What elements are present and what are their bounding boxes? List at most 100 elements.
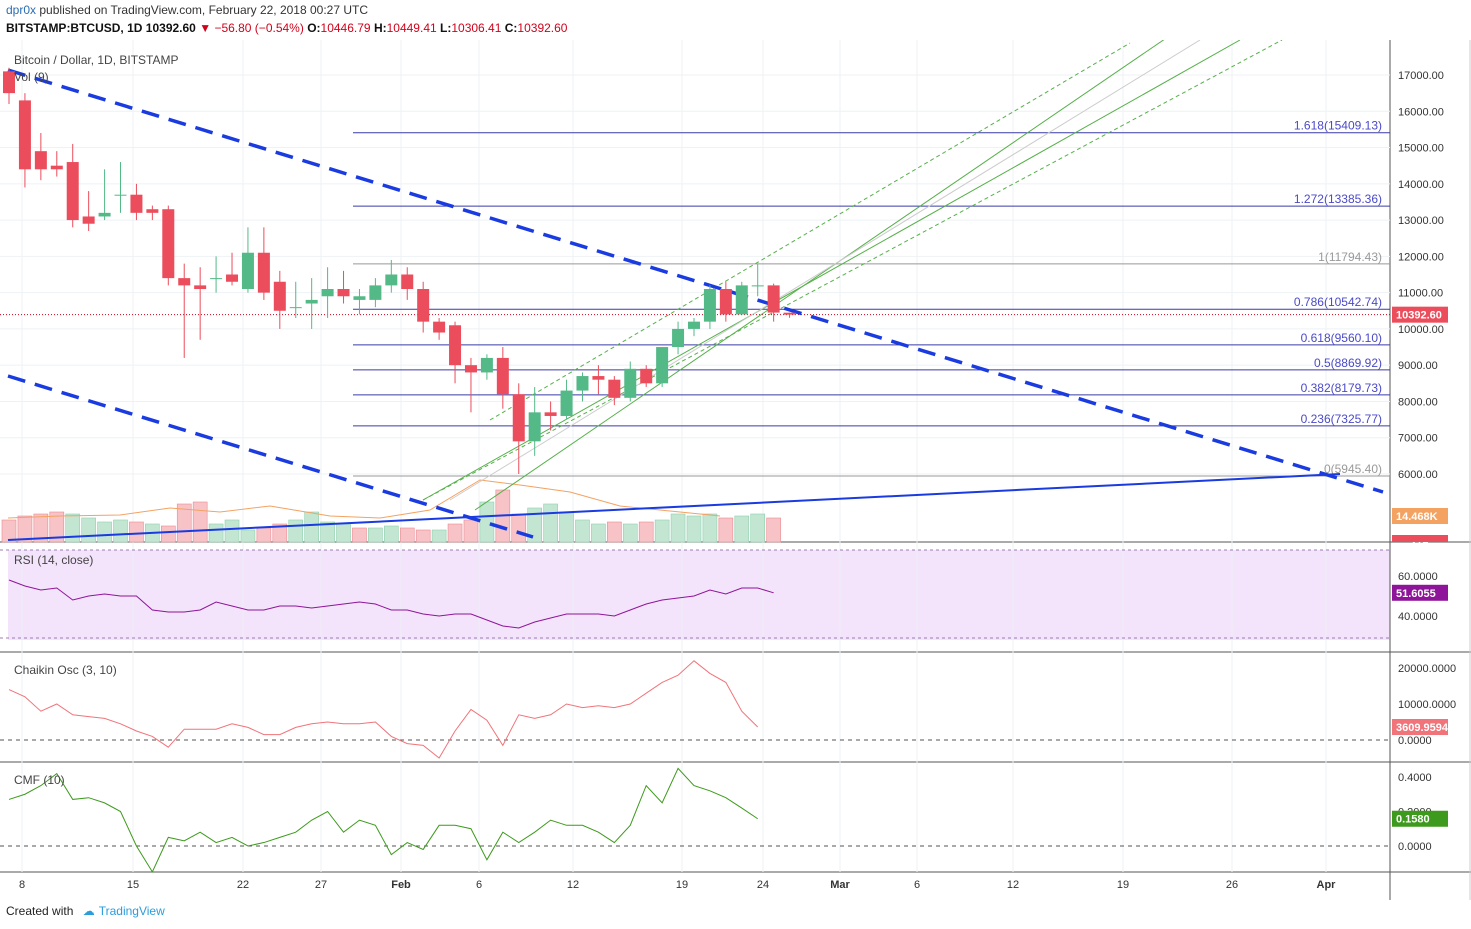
candle-body	[719, 289, 732, 315]
tradingview-link[interactable]: TradingView	[98, 904, 165, 918]
candle-body	[34, 151, 47, 170]
candlesticks	[3, 67, 796, 474]
volume-bar	[176, 503, 192, 543]
candle-body	[289, 307, 302, 309]
price-tick-label: 14000.00	[1398, 179, 1444, 191]
down-arrow-icon: ▼	[199, 21, 212, 35]
volume-bar	[65, 513, 81, 543]
candle-body	[656, 347, 669, 384]
author-link[interactable]: dpr0x	[6, 3, 37, 17]
date-tick-label: Feb	[391, 879, 411, 891]
price-tick-label: 10000.00	[1398, 324, 1444, 336]
close-label: C:	[504, 21, 518, 35]
candle-body	[178, 278, 191, 286]
candle-body	[305, 299, 318, 304]
rsi-tag-bg	[1392, 584, 1448, 601]
price-change: −56.80 (−0.54%)	[214, 21, 304, 35]
volume-bar	[192, 501, 208, 543]
volume-label: Vol (9)	[14, 70, 49, 84]
last-price: 10392.60	[145, 21, 196, 35]
volume-bar	[463, 519, 479, 543]
rsi-line	[8, 579, 774, 629]
fib-label: 0(5945.40)	[1324, 462, 1382, 476]
date-tick-label: 12	[1007, 879, 1019, 891]
low-value: 10306.41	[451, 21, 502, 35]
candle-body	[783, 312, 796, 315]
channel-median	[449, 40, 1201, 501]
volume-bar	[256, 527, 272, 543]
volume-bar	[718, 517, 734, 543]
volume-bar	[670, 513, 686, 543]
volume-bar	[304, 511, 319, 543]
volume-tag-2-bg	[1392, 535, 1448, 542]
fib-label: 0.236(7325.77)	[1301, 412, 1382, 426]
fib-retracement[interactable]: 1.618(15409.13) 1.272(13385.36) 1(11794.43…	[0, 119, 1390, 477]
candle-body	[241, 252, 254, 290]
volume-bar	[129, 521, 144, 543]
date-tick-label: 15	[127, 879, 139, 891]
rsi-tag: 51.6055	[1396, 588, 1436, 600]
volume-bar	[638, 521, 654, 543]
price-tick-label: 6000.00	[1398, 469, 1438, 481]
date-tick-label: 19	[1117, 879, 1129, 891]
cmf-line	[8, 767, 758, 873]
indicator-panes	[0, 549, 1390, 873]
candle-body	[162, 209, 175, 279]
volume-bar	[575, 519, 590, 543]
chart-area[interactable]: 1.618(15409.13) 1.272(13385.36) 1(11794.43…	[0, 40, 1471, 900]
volume-bar	[97, 521, 112, 543]
downtrend-line	[7, 68, 1384, 494]
tradingview-logo-icon[interactable]: ☁	[82, 904, 95, 918]
candle-body	[18, 100, 31, 170]
candle-body	[703, 289, 716, 322]
price-tick-label: 11000.00	[1398, 288, 1443, 300]
volume-bar	[161, 525, 176, 543]
pitchfork-channel[interactable]	[422, 40, 1283, 511]
rsi-band	[8, 550, 1390, 640]
volume-bar	[559, 511, 574, 543]
volume-bar	[511, 513, 527, 543]
volume-bar	[543, 503, 558, 543]
volume-bar	[240, 529, 256, 543]
candle-body	[50, 165, 63, 170]
candle-body	[3, 71, 15, 94]
volume-tag-bg	[1392, 508, 1448, 524]
volume-ma-line	[7, 479, 721, 519]
candle-body	[226, 274, 239, 282]
candle-body	[624, 368, 637, 398]
date-tick-label: 12	[567, 879, 579, 891]
volume-bar	[320, 521, 335, 543]
volume-bar	[527, 507, 542, 543]
candle-body	[528, 412, 541, 442]
candle-body	[66, 162, 79, 221]
price-tick-label: 9000.00	[1398, 360, 1438, 372]
volume-bar	[368, 527, 383, 543]
price-tag-bg	[1392, 306, 1448, 323]
date-tick-label: 8	[19, 879, 25, 891]
candle-body	[98, 212, 111, 217]
candle-body	[385, 274, 398, 286]
uptrend-line	[7, 473, 1341, 541]
candle-body	[672, 328, 685, 348]
date-tick-label: 22	[237, 879, 249, 891]
price-tick-label: 13000.00	[1398, 215, 1444, 227]
fib-label: 1.618(15409.13)	[1294, 119, 1382, 133]
candle-body	[273, 281, 286, 311]
volume-bar	[352, 527, 367, 543]
open-label: O:	[307, 21, 321, 35]
chaikin-tag: 3609.9594	[1396, 722, 1449, 734]
candle-body	[576, 376, 589, 391]
price-tick-label: 8000.00	[1398, 396, 1438, 408]
channel-line	[422, 40, 1241, 501]
candle-body	[321, 289, 334, 297]
candle-body	[767, 285, 780, 313]
cmf-tag: 0.1580	[1396, 814, 1430, 826]
volume-bar	[49, 511, 65, 543]
volume-bar	[591, 523, 606, 543]
fib-label: 0.382(8179.73)	[1301, 381, 1382, 395]
close-value: 10392.60	[517, 21, 568, 35]
trend-lines[interactable]	[7, 68, 1384, 541]
fib-label: 0.618(9560.10)	[1301, 331, 1382, 345]
volume-bar	[654, 519, 670, 543]
candle-body	[210, 278, 223, 280]
